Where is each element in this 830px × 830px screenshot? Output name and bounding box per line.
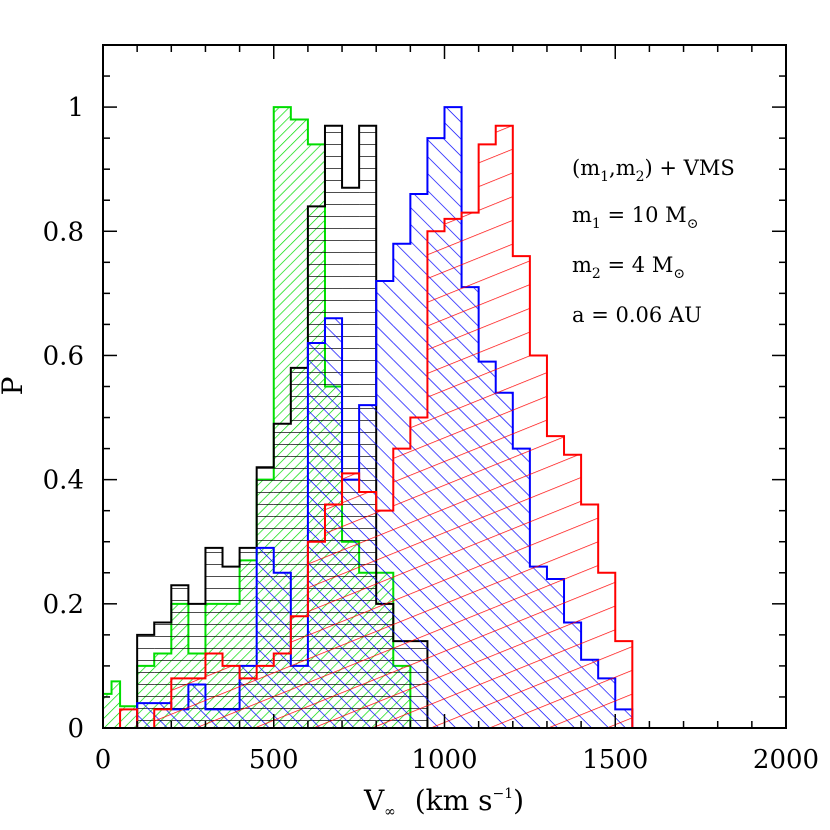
histogram-bin [154,709,172,728]
x-tick-label: 2000 [753,745,819,775]
histogram-bin [111,681,121,728]
histogram-bin [222,665,240,728]
histogram-bin [461,212,479,729]
plot-frame [102,44,787,729]
histogram-bin [598,572,616,728]
histogram-bin [342,473,360,728]
histogram-bin [359,492,377,728]
y-tick-label: 0.6 [43,341,84,371]
histogram-bin [154,622,172,728]
histogram-bin [205,653,223,728]
histogram-outline [119,124,650,729]
x-tick-label: 0 [95,745,112,775]
histogram-bin [529,355,547,728]
y-tick-label: 0.2 [43,590,84,620]
histogram-bin [546,436,565,728]
histogram-bin [137,703,155,728]
histogram-bin [120,709,138,728]
annotation-line: a = 0.06 AU [572,303,702,327]
histogram-bin [393,448,411,728]
series-layer [102,106,650,729]
histogram-bin [478,144,496,728]
x-tick-label: 500 [249,745,299,775]
y-axis-title: P [0,377,29,396]
y-tick-label: 0 [67,714,84,744]
histogram-bin [564,454,582,728]
y-tick-label: 1 [67,93,84,123]
x-tick-label: 1500 [582,745,648,775]
histogram-bin [256,665,274,728]
histogram-bin [444,218,462,728]
x-tick-label: 1000 [411,745,477,775]
histogram-bin [273,653,291,728]
y-tick-label: 0.8 [43,217,84,247]
annotation-block: (m1,m2) + VMS m1 = 10 M⊙ m2 = 4 M⊙ a = 0.06… [572,156,735,327]
histogram-bin [495,125,513,728]
histogram-bin [376,510,394,728]
x-axis-title: V∞ (km s−1) [363,784,524,820]
histogram-bin [171,678,189,728]
series-3 [119,124,650,729]
histogram-bin [512,256,530,728]
histogram-bin [307,541,325,728]
annotation-line: m1 = 10 M⊙ [572,203,698,232]
histogram-bin [410,417,428,728]
labels-layer: 0 500 1000 1500 2000 0 0.2 0.4 0.6 0.8 1 [43,93,819,775]
annotation-line: m2 = 4 M⊙ [572,253,685,282]
histogram-bin [427,231,445,729]
histogram-bin [188,678,206,728]
histogram-bin [290,616,308,728]
histogram-bin [324,504,343,728]
histogram-bin [581,504,599,728]
histogram-bin [615,641,633,728]
histogram-bin [103,693,112,728]
histogram-bin [239,678,257,728]
y-tick-label: 0.4 [43,466,84,496]
annotation-line: (m1,m2) + VMS [572,156,735,185]
